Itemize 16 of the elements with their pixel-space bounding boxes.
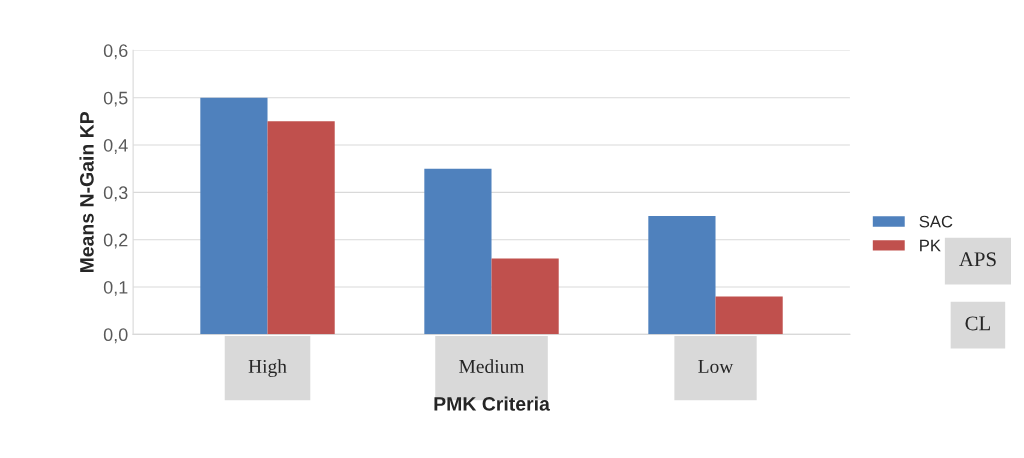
y-tick-label: 0,4 [103, 138, 128, 154]
text: CL [965, 316, 990, 331]
text: APS [959, 252, 996, 267]
y-tick-label: 0,1 [103, 280, 128, 296]
x-tick-label: Low [698, 360, 734, 374]
y-tick-label: 0,5 [103, 91, 128, 107]
x-tick-label: Medium [459, 359, 525, 374]
x-tick-label: High [248, 359, 287, 378]
x-axis-title: PMK Criteria [434, 396, 550, 411]
y-axis-title: Means N-Gain KP [79, 111, 94, 273]
y-tick-label: 0,6 [103, 44, 128, 60]
y-tick-label: 0,0 [103, 328, 128, 344]
y-tick-label: 0,3 [103, 186, 128, 202]
y-tick-label: 0,2 [103, 233, 128, 249]
legend-label: SAC [919, 215, 953, 228]
legend-label: PK [920, 239, 941, 252]
